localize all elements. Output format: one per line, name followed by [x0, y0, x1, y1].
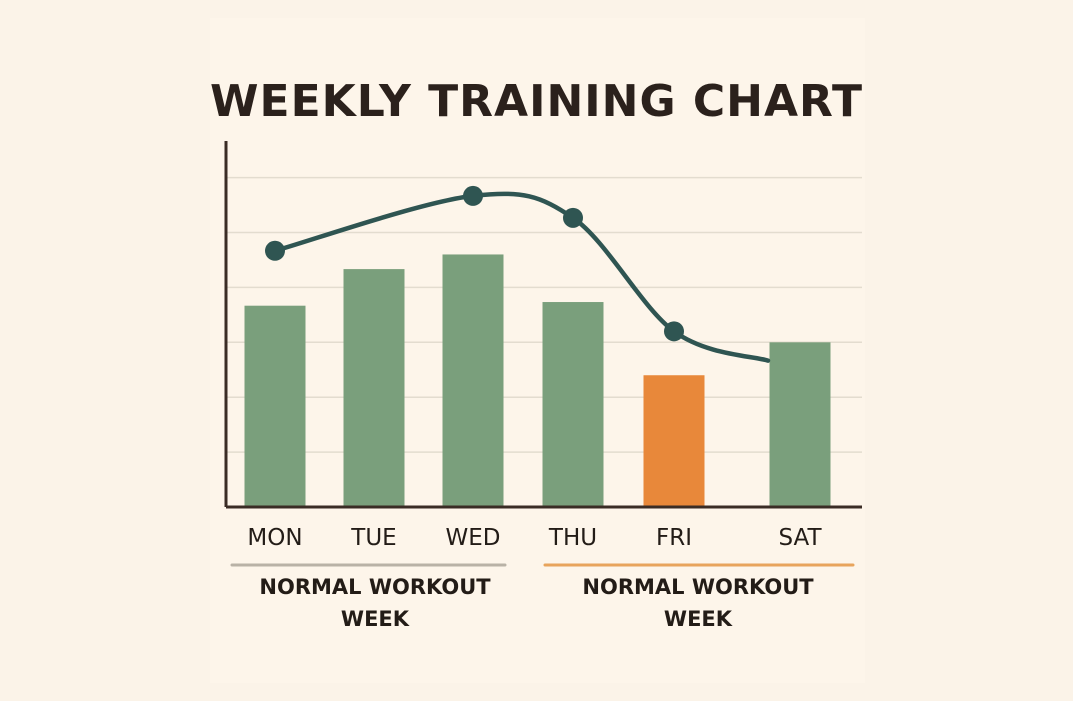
- group-label-line2: WEEK: [341, 607, 410, 631]
- tick-label-sat: SAT: [778, 525, 822, 551]
- bar-fri: [643, 375, 705, 507]
- bar-mon: [244, 305, 306, 507]
- tick-label-tue: TUE: [350, 525, 396, 551]
- tick-label-wed: WED: [446, 525, 501, 551]
- group-labels: NORMAL WORKOUT WEEK NORMAL WORKOUT WEEK: [230, 563, 855, 631]
- bar-thu: [542, 302, 604, 507]
- trend-point-wed: [463, 185, 483, 206]
- chart-title: WEEKLY TRAINING CHART: [210, 76, 863, 127]
- bar-wed: [442, 254, 504, 507]
- axes: [224, 141, 862, 509]
- bar-sat: [769, 342, 831, 507]
- trend-point-mon: [265, 240, 285, 261]
- x-tick-labels: MON TUE WED THU FRI SAT: [247, 525, 822, 551]
- bar-tue: [343, 269, 405, 507]
- tick-label-mon: MON: [247, 525, 302, 551]
- trend-point-fri: [664, 321, 684, 342]
- trend-point-thu: [563, 207, 583, 228]
- tick-label-thu: THU: [548, 525, 597, 551]
- chart-panel: [210, 18, 865, 683]
- group-label-line2: WEEK: [664, 607, 733, 631]
- trend-line-group: [265, 185, 771, 363]
- bars: [244, 254, 831, 507]
- group-label-line1: NORMAL WORKOUT: [582, 575, 814, 599]
- tick-label-fri: FRI: [656, 525, 692, 551]
- group-label-line1: NORMAL WORKOUT: [259, 575, 491, 599]
